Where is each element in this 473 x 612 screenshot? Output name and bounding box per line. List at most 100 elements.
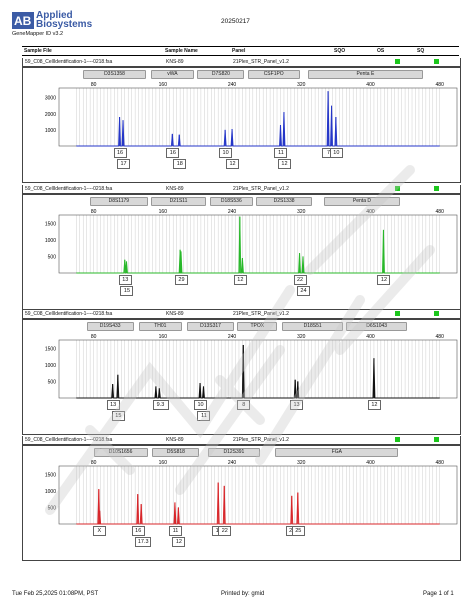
- sample-file: 59_C08_CellIdentification-1----0218.fsa: [25, 311, 113, 317]
- marker-bar: D3S1358: [83, 70, 146, 79]
- svg-text:AB: AB: [14, 14, 32, 28]
- allele-call: 25: [291, 526, 305, 536]
- allele-call: 10: [194, 400, 208, 410]
- app-version: GeneMapper ID v3.2: [12, 31, 64, 37]
- allele-call: 17: [117, 159, 131, 169]
- x-tick-label: 400: [366, 209, 375, 215]
- x-tick-label: 480: [436, 334, 445, 340]
- allele-call: 18: [173, 159, 187, 169]
- marker-bar: D21S11: [150, 197, 207, 206]
- sample-row: 59_C08_CellIdentification-1----0218.fsa K…: [22, 185, 461, 194]
- allele-call: 12: [367, 400, 381, 410]
- allele-call: 12: [172, 537, 186, 547]
- x-tick-label: 160: [159, 334, 168, 340]
- col-sq: SQ: [417, 48, 425, 54]
- quality-os-icon: [395, 311, 400, 316]
- x-tick-label: 80: [91, 82, 97, 88]
- electropherogram-chart: 80 160 240 320 400 480 500 1000 1500: [45, 334, 458, 399]
- signal-trace: [76, 216, 440, 274]
- allele-call: 13: [290, 400, 304, 410]
- electropherogram-chart: 80 160 240 320 400 480 500 1000 1500: [45, 460, 458, 525]
- marker-bar: CSF1PO: [247, 70, 300, 79]
- marker-bar: TH01: [138, 322, 183, 331]
- marker-bar: D19S433: [86, 322, 134, 331]
- electropherogram-chart: 80 160 240 320 400 480 1000 2000 3000: [45, 82, 458, 147]
- allele-call: 13: [118, 275, 132, 285]
- allele-call: 22: [218, 526, 232, 536]
- allele-call: 11: [274, 148, 288, 158]
- x-tick-label: 320: [297, 460, 306, 466]
- electropherogram-panel: D3S1358 vWA D7S820 CSF1PO Penta E 80 160 240 320…: [22, 67, 461, 183]
- col-panel: Panel: [232, 48, 246, 54]
- allele-call: 13: [106, 400, 120, 410]
- x-tick-label: 240: [228, 82, 237, 88]
- x-tick-label: 400: [366, 82, 375, 88]
- quality-os-icon: [395, 437, 400, 442]
- quality-sq-icon: [434, 437, 439, 442]
- electropherogram-panel: D19S433 TH01 D13S317 TPOX D18S51 D6S1043 80 160…: [22, 319, 461, 435]
- marker-bar: D13S317: [187, 322, 235, 331]
- allele-call: 15: [120, 286, 134, 296]
- x-tick-label: 480: [436, 209, 445, 215]
- y-tick-label: 1000: [45, 128, 56, 134]
- x-tick-label: 240: [228, 209, 237, 215]
- allele-call: 16: [131, 526, 145, 536]
- y-tick-label: 1000: [45, 238, 56, 244]
- signal-trace: [76, 482, 440, 525]
- quality-sq-icon: [434, 311, 439, 316]
- col-os: OS: [377, 48, 385, 54]
- x-tick-label: 320: [297, 82, 306, 88]
- x-tick-label: 160: [159, 460, 168, 466]
- brand-name: Applied Biosystems: [36, 10, 93, 30]
- y-tick-label: 1500: [45, 472, 56, 478]
- column-header-row: Sample File Sample Name Panel SQO OS SQ: [22, 46, 459, 56]
- panel-name: 21Plex_STR_Panel_v1.2: [233, 186, 289, 192]
- allele-call: X: [92, 526, 106, 536]
- x-tick-label: 80: [91, 460, 97, 466]
- electropherogram-chart: 80 160 240 320 400 480 500 1000 1500: [45, 209, 458, 274]
- x-tick-label: 320: [297, 209, 306, 215]
- allele-call: 15: [111, 411, 125, 421]
- marker-bar: D2S1338: [256, 197, 312, 206]
- plot-frame: [58, 465, 458, 525]
- marker-bar: vWA: [150, 70, 195, 79]
- panel-name: 21Plex_STR_Panel_v1.2: [233, 59, 289, 65]
- allele-call: 11: [168, 526, 182, 536]
- document-date: 20250217: [221, 18, 250, 25]
- electropherogram-panel: D8S1179 D21S11 D18S536 D2S1338 Penta D 80 160 2…: [22, 194, 461, 310]
- sample-name: KNS-89: [166, 437, 184, 443]
- y-tick-label: 1000: [45, 489, 56, 495]
- x-tick-label: 80: [91, 209, 97, 215]
- quality-os-icon: [395, 186, 400, 191]
- marker-bar: D8S1179: [90, 197, 148, 206]
- panel-name: 21Plex_STR_Panel_v1.2: [233, 311, 289, 317]
- x-tick-label: 240: [228, 460, 237, 466]
- y-tick-label: 2000: [45, 112, 56, 118]
- marker-bar: D10S1656: [93, 448, 148, 457]
- x-tick-label: 160: [159, 209, 168, 215]
- marker-bar: D12S391: [207, 448, 260, 457]
- y-tick-label: 3000: [45, 96, 56, 102]
- quality-os-icon: [395, 59, 400, 64]
- panel-name: 21Plex_STR_Panel_v1.2: [233, 437, 289, 443]
- marker-bar: D5S818: [152, 448, 200, 457]
- signal-trace: [76, 91, 440, 147]
- x-tick-label: 240: [228, 334, 237, 340]
- sample-name: KNS-89: [166, 311, 184, 317]
- printed-by: Printed by: gmid: [221, 591, 265, 597]
- page-number: Page 1 of 1: [423, 591, 454, 597]
- x-tick-label: 160: [159, 82, 168, 88]
- x-tick-label: 400: [366, 460, 375, 466]
- allele-call: 8: [237, 400, 251, 410]
- x-tick-label: 320: [297, 334, 306, 340]
- allele-call: 29: [174, 275, 188, 285]
- sample-file: 59_C08_CellIdentification-1----0218.fsa: [25, 186, 113, 192]
- marker-bar: D6S1043: [346, 322, 408, 331]
- applied-biosystems-logo-icon: AB: [12, 12, 34, 29]
- marker-bar: Penta E: [308, 70, 423, 79]
- allele-call: 10: [329, 148, 343, 158]
- allele-call: 12: [233, 275, 247, 285]
- marker-bar: D18S536: [209, 197, 254, 206]
- sample-row: 59_C08_CellIdentification-1----0218.fsa K…: [22, 436, 461, 445]
- electropherogram-panel: D10S1656 D5S818 D12S391 FGA 80 160 240 320 400 48…: [22, 445, 461, 561]
